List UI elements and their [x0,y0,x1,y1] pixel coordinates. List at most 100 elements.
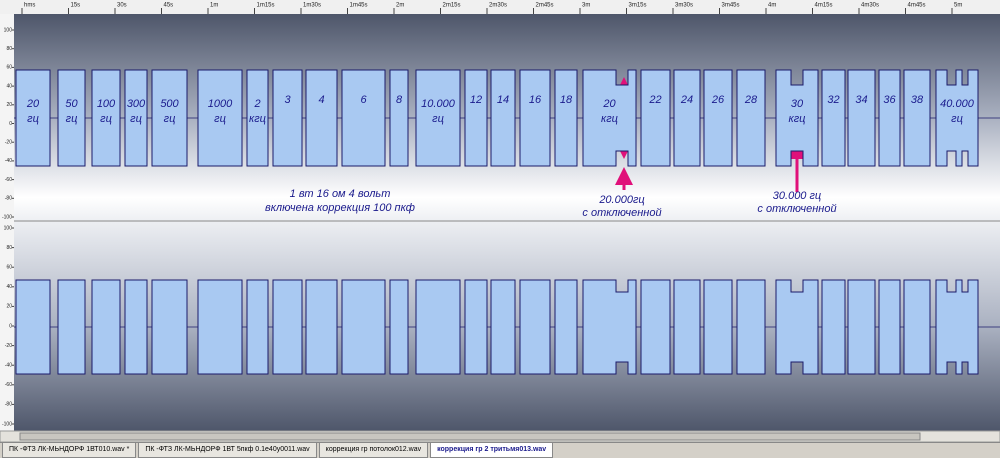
waveform-block [15,69,51,167]
amplitude-label: 20 [6,304,12,310]
waveform-block [673,69,701,167]
waveform-block [582,279,637,375]
waveform-block [415,279,461,375]
ruler-label: 45s [164,3,174,9]
waveform-block [519,69,551,167]
waveform-block [91,279,121,375]
ruler-label: 1m45s [350,3,368,9]
waveform-block [305,279,338,375]
segment-label: 38 [911,94,924,106]
ruler-label: 4m30s [861,3,879,9]
waveform-block [91,69,121,167]
waveform-block [341,279,386,375]
waveform-block [703,69,733,167]
segment-label: гц [100,113,112,125]
segment-label: 100 [97,98,116,110]
ruler-label: 15s [71,3,81,9]
segment-label: 1000 [208,98,233,110]
waveform-block [490,69,516,167]
segment-label: 22 [648,94,661,106]
waveform-block [935,279,979,375]
file-tab[interactable]: ПК -ФТЗ ЛК-МЬНДОРФ 1ВТ010.wav * [2,443,137,458]
amplitude-label: 80 [6,46,12,52]
waveform-block [57,69,86,167]
ruler-label: 3m15s [629,3,647,9]
scroll-thumb[interactable] [19,432,921,441]
segment-label: 6 [360,94,367,106]
segment-label: 12 [470,94,482,106]
ruler-label: 30s [117,3,127,9]
amplitude-label: -40 [5,158,12,164]
annotation: с отключенной [582,207,661,219]
waveform-block [554,279,578,375]
waveform-block [464,279,488,375]
file-tab[interactable]: коррекция гр потолок012.wav [318,443,429,458]
amplitude-label: 80 [6,245,12,251]
segment-label: 16 [529,94,542,106]
segment-label: гц [951,113,963,125]
annotation: 1 вт 16 ом 4 вольт [290,188,391,200]
ruler-label: 1m30s [303,3,321,9]
segment-label: гц [27,113,39,125]
ruler-label: 5m [954,3,962,9]
segment-label: 32 [827,94,839,106]
waveform-block [878,279,901,375]
annotation: 30.000 гц [773,190,821,202]
waveform-block [124,69,148,167]
waveform-block [490,279,516,375]
waveform-block [305,69,338,167]
segment-label: 50 [65,98,78,110]
segment-label: 20 [26,98,40,110]
waveform-block [124,279,148,375]
ruler-label: 2m [396,3,404,9]
segment-label: 30 [791,98,804,110]
waveform-block [847,279,876,375]
file-tab[interactable]: коррекция гр 2 тритьмя013.wav [430,443,554,458]
ruler-label: 2m30s [489,3,507,9]
segment-label: 36 [883,94,896,106]
amplitude-ruler [0,14,14,431]
waveform-block [554,69,578,167]
ruler-label: 4m [768,3,776,9]
waveform-block [935,69,979,167]
file-tab[interactable]: ПК -ФТЗ ЛК-МЬНДОРФ 1ВТ 5пкф 0.1е40у0011.… [138,443,317,458]
waveform-block [736,279,766,375]
segment-label: кгц [601,113,618,125]
ruler-label: 4m45s [908,3,926,9]
segment-label: 10.000 [421,98,456,110]
waveform-block [341,69,386,167]
waveform-block [903,279,931,375]
segment-label: кгц [249,113,266,125]
waveform-block [464,69,488,167]
waveform-block [197,69,243,167]
waveform-block [415,69,461,167]
amplitude-label: 20 [6,102,12,108]
ruler-label: 1m15s [257,3,275,9]
annotation: включена коррекция 100 пкф [265,202,415,214]
waveform-block [821,279,846,375]
waveform-block [151,69,188,167]
amplitude-label: 40 [6,83,12,89]
segment-label: 3 [284,94,291,106]
segment-label: гц [130,113,142,125]
ruler-label: 3m30s [675,3,693,9]
amplitude-label: -60 [5,177,12,183]
time-ruler [0,0,1000,14]
amplitude-label: 100 [4,27,13,33]
waveform-block [640,279,671,375]
segment-label: гц [214,113,226,125]
waveform-block [15,279,51,375]
amplitude-label: -100 [2,421,12,427]
segment-label: 8 [396,94,403,106]
waveform-block [389,279,409,375]
segment-label: 20 [602,98,616,110]
segment-label: 34 [855,94,867,106]
amplitude-label: -60 [5,382,12,388]
waveform-block [389,69,409,167]
amplitude-label: 0 [9,121,12,127]
waveform-block [582,69,637,167]
waveform-block [272,69,303,167]
editor: 1 вт 16 ом 4 вольт включена коррекция 10… [0,0,1000,442]
waveform-block [847,69,876,167]
